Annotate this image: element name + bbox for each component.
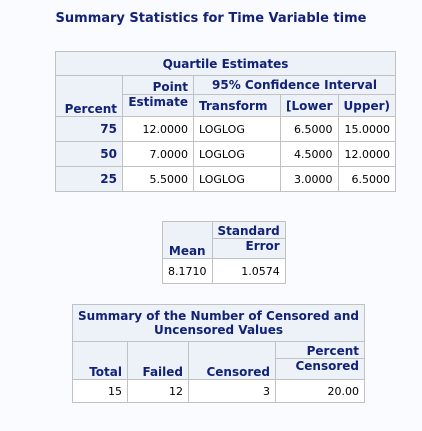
- lower-cell: 6.5000: [280, 116, 339, 142]
- failed-value-cell: 12: [127, 379, 189, 403]
- col-estimate-header: Estimate: [122, 94, 194, 117]
- col-se-header-line1: Standard: [211, 221, 286, 239]
- lower-cell: 4.5000: [280, 141, 339, 167]
- estimate-cell: 5.5000: [122, 166, 194, 192]
- estimate-cell: 12.0000: [122, 116, 194, 142]
- pct-value-cell: 20.00: [275, 379, 365, 403]
- mean-value-cell: 8.1710: [162, 258, 213, 284]
- transform-cell: LOGLOG: [193, 116, 281, 142]
- upper-cell: 12.0000: [337, 141, 397, 167]
- upper-cell: 6.5000: [337, 166, 397, 192]
- censored-caption: Summary of the Number of Censored and Un…: [72, 304, 365, 342]
- col-failed-header: Failed: [127, 341, 189, 380]
- transform-cell: LOGLOG: [193, 141, 281, 167]
- col-se-header-line2: Error: [211, 238, 286, 259]
- total-value-cell: 15: [72, 379, 128, 403]
- percent-cell: 25: [55, 166, 123, 192]
- lower-cell: 3.0000: [280, 166, 339, 192]
- upper-cell: 15.0000: [337, 116, 397, 142]
- col-pct-header-line2: Censored: [275, 358, 365, 380]
- quartile-estimates-table: Quartile Estimates Percent Point 95% Con…: [55, 51, 397, 192]
- censored-value-cell: 3: [188, 379, 276, 403]
- col-total-header: Total: [72, 341, 128, 380]
- col-censored-header: Censored: [188, 341, 276, 380]
- table-row: 25 5.5000 LOGLOG 3.0000 6.5000: [55, 166, 397, 192]
- col-transform-header: Transform: [193, 94, 281, 117]
- quartile-caption: Quartile Estimates: [55, 51, 396, 76]
- censored-caption-line2: Uncensored Values: [154, 323, 283, 337]
- mean-table: Mean Standard Error 8.1710 1.0574: [162, 221, 286, 284]
- col-pct-header-line1: Percent: [275, 341, 365, 359]
- table-row: 8.1710 1.0574: [162, 258, 286, 284]
- col-point-header-line1: Point: [122, 75, 194, 95]
- estimate-cell: 7.0000: [122, 141, 194, 167]
- col-upper-header: Upper): [337, 94, 397, 117]
- transform-cell: LOGLOG: [193, 166, 281, 192]
- ci-header: 95% Confidence Interval: [193, 75, 396, 95]
- censored-table: Summary of the Number of Censored and Un…: [72, 304, 365, 403]
- censored-caption-line1: Summary of the Number of Censored and: [78, 309, 359, 323]
- table-row: 75 12.0000 LOGLOG 6.5000 15.0000: [55, 116, 397, 142]
- col-lower-header: [Lower: [280, 94, 339, 117]
- page-title: Summary Statistics for Time Variable tim…: [55, 11, 367, 26]
- se-value-cell: 1.0574: [211, 258, 286, 284]
- percent-cell: 50: [55, 141, 123, 167]
- percent-cell: 75: [55, 116, 123, 142]
- col-percent-header: Percent: [55, 75, 123, 117]
- table-row: 15 12 3 20.00: [72, 379, 365, 403]
- table-row: 50 7.0000 LOGLOG 4.5000 12.0000: [55, 141, 397, 167]
- col-mean-header: Mean: [162, 221, 213, 259]
